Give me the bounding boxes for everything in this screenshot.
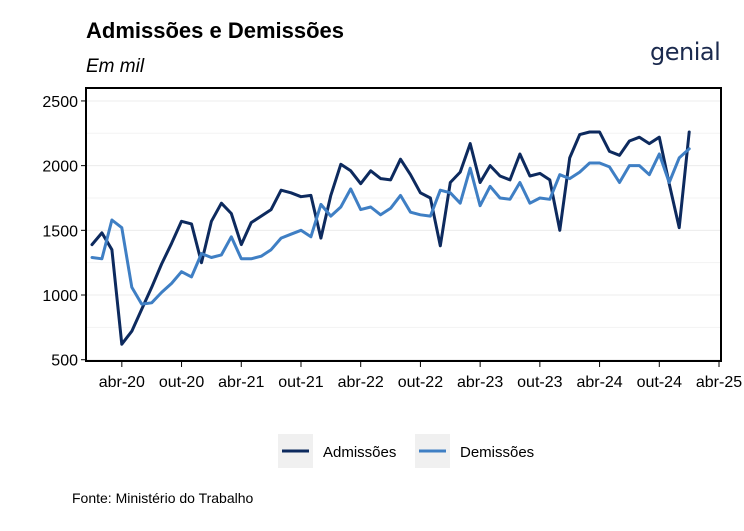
x-tick-label: out-20 bbox=[159, 374, 204, 391]
plot-border bbox=[85, 87, 722, 362]
x-tick-label: abr-22 bbox=[338, 374, 384, 391]
legend-label: Admissões bbox=[323, 444, 396, 461]
logo-text: genial bbox=[650, 38, 721, 66]
chart-title: Admissões e Demissões bbox=[86, 18, 345, 43]
gridlines bbox=[86, 100, 721, 361]
x-tick-label: abr-23 bbox=[457, 374, 503, 391]
y-tick-label: 2500 bbox=[42, 94, 78, 111]
brand-logo: genial bbox=[650, 38, 721, 66]
x-tick-label: out-21 bbox=[278, 374, 323, 391]
legend-label: Demissões bbox=[460, 444, 534, 461]
x-tick-label: abr-25 bbox=[696, 374, 742, 391]
x-tick-label: out-24 bbox=[637, 374, 682, 391]
legend-item: Demissões bbox=[415, 434, 534, 468]
y-axis: 500 1000 1500 2000 2500 bbox=[42, 94, 86, 370]
series-line-demissoes bbox=[90, 147, 691, 306]
source-note: Fonte: Ministério do Trabalho bbox=[72, 490, 254, 506]
x-axis: abr-20 out-20 abr-21 out-21 abr-22 out-22 abr-… bbox=[99, 361, 742, 391]
series-lines bbox=[90, 130, 691, 346]
chart-subtitle: Em mil bbox=[86, 56, 145, 77]
series-line-admissoes bbox=[90, 130, 691, 346]
legend: Admissões Demissões bbox=[278, 434, 534, 468]
x-tick-label: out-22 bbox=[398, 374, 443, 391]
legend-item: Admissões bbox=[278, 434, 396, 468]
x-tick-label: out-23 bbox=[517, 374, 562, 391]
x-tick-label: abr-24 bbox=[576, 374, 622, 391]
x-tick-label: abr-21 bbox=[218, 374, 264, 391]
y-tick-label: 500 bbox=[51, 353, 78, 370]
x-tick-label: abr-20 bbox=[99, 374, 145, 391]
y-tick-label: 2000 bbox=[42, 159, 78, 176]
y-tick-label: 1500 bbox=[42, 223, 78, 240]
y-tick-label: 1000 bbox=[42, 288, 78, 305]
